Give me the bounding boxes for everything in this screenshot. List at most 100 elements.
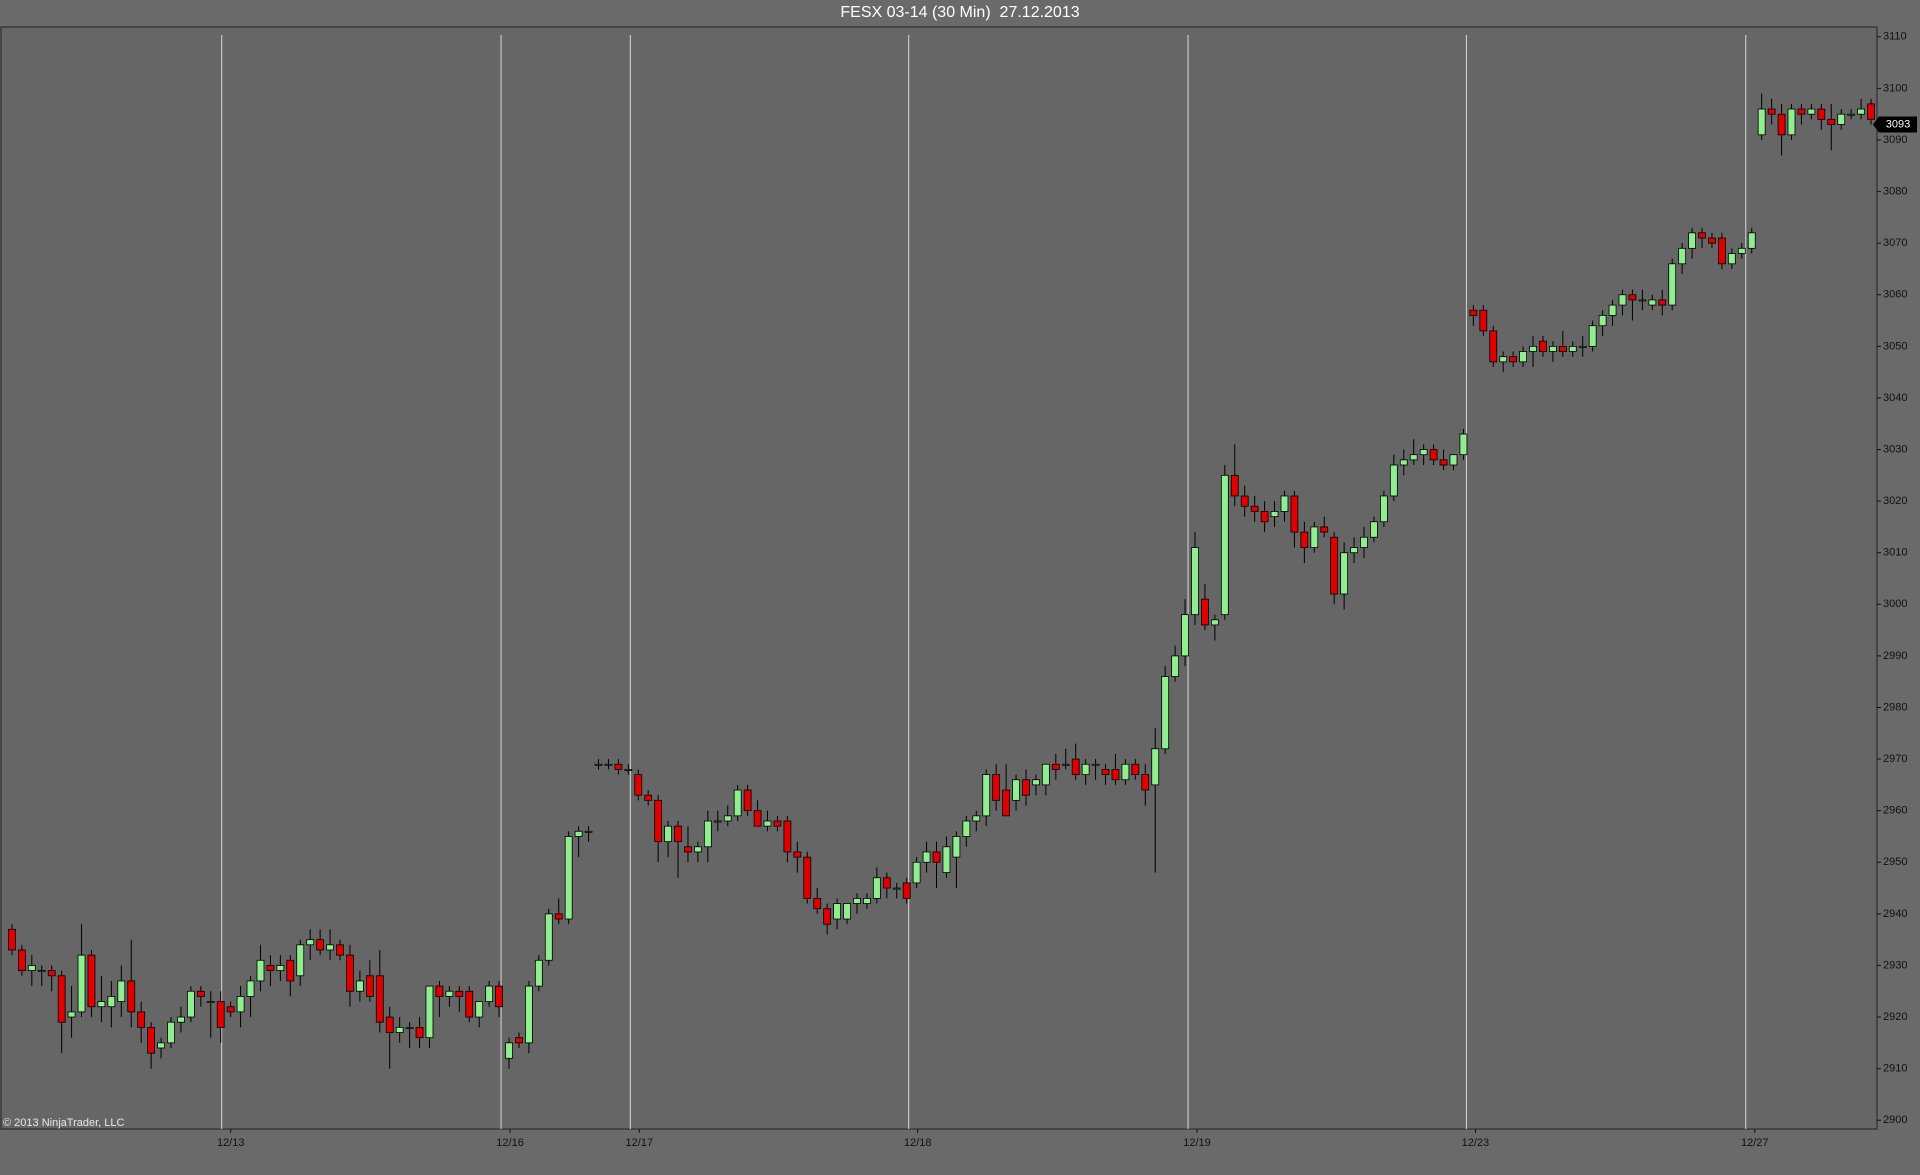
candle-body xyxy=(1807,108,1816,115)
candle-body xyxy=(564,836,573,920)
x-tick-label: 12/19 xyxy=(1183,1137,1211,1149)
candle-body xyxy=(1022,779,1030,796)
candle-body xyxy=(1787,108,1796,136)
candle-body xyxy=(1350,547,1358,554)
candle-body xyxy=(525,985,533,1044)
price-marker-arrow xyxy=(1873,116,1879,133)
y-tick-label: 3100 xyxy=(1883,82,1907,94)
candle-body xyxy=(823,908,832,925)
candle-body xyxy=(306,939,315,946)
candle-body xyxy=(395,1026,404,1033)
chart-title: FESX 03-14 (30 Min) 27.12.2013 xyxy=(840,4,1079,21)
candle-body xyxy=(1658,299,1667,306)
candle-body xyxy=(475,1001,484,1018)
candle-body xyxy=(196,990,205,997)
candle-body xyxy=(455,990,464,997)
candle-body xyxy=(117,980,126,1002)
candle-body xyxy=(1230,474,1239,497)
candle-body xyxy=(177,1016,185,1023)
candle-body xyxy=(902,882,911,899)
candle-body xyxy=(813,897,822,910)
candle-body xyxy=(1081,763,1090,775)
candle-body xyxy=(833,903,841,920)
candle-body xyxy=(544,913,553,961)
candle-body xyxy=(713,820,722,823)
candle-body xyxy=(703,820,712,848)
candle-body xyxy=(1797,108,1806,115)
candle-body xyxy=(1320,526,1329,533)
candle-body xyxy=(1628,294,1637,301)
x-tick-label: 12/16 xyxy=(496,1137,524,1149)
candle-body xyxy=(1061,763,1070,766)
candle-body xyxy=(853,897,861,904)
y-tick-label: 3050 xyxy=(1883,340,1907,352)
candle-body xyxy=(1240,495,1249,507)
candle-body xyxy=(574,830,583,837)
candle-body xyxy=(246,980,255,997)
candle-body xyxy=(326,944,334,951)
candle-body xyxy=(1111,769,1120,781)
candle-body xyxy=(843,903,851,920)
candle-body xyxy=(1867,103,1875,120)
candle-body xyxy=(882,877,891,889)
candle-body xyxy=(186,990,195,1018)
candle-body xyxy=(1708,237,1716,244)
candle-body xyxy=(1668,263,1677,306)
candle-body xyxy=(17,949,26,972)
y-tick-label: 3110 xyxy=(1883,31,1907,43)
candle-body xyxy=(97,1001,106,1008)
candle-body xyxy=(1370,521,1378,538)
y-tick-label: 3080 xyxy=(1883,185,1907,197)
candle-body xyxy=(495,985,503,1008)
candle-body xyxy=(554,913,563,920)
candle-body xyxy=(664,825,672,843)
y-tick-label: 3090 xyxy=(1883,134,1907,146)
candle-body xyxy=(1558,345,1567,352)
candle-body xyxy=(1260,511,1269,523)
candle-body xyxy=(743,789,752,812)
candle-body xyxy=(157,1042,165,1049)
y-tick-label: 2920 xyxy=(1883,1011,1907,1023)
candle-body xyxy=(435,985,444,997)
candle-body xyxy=(1817,108,1826,120)
candle-body xyxy=(863,897,871,904)
y-tick-label: 2940 xyxy=(1883,908,1907,920)
y-tick-label: 2970 xyxy=(1883,753,1907,765)
candle-body xyxy=(1002,789,1011,817)
candle-body xyxy=(1568,345,1577,352)
candle-body xyxy=(276,965,285,972)
candle-body xyxy=(206,1001,215,1003)
candle-body xyxy=(1270,511,1279,518)
candle-body xyxy=(1549,345,1557,352)
candle-body xyxy=(1539,340,1547,352)
candle-body xyxy=(515,1037,523,1044)
candle-body xyxy=(1041,763,1050,786)
candle-body xyxy=(1469,309,1478,316)
candle-body xyxy=(1012,779,1020,801)
candle-body xyxy=(1071,758,1080,775)
candle-body xyxy=(77,954,86,1013)
candle-body xyxy=(286,959,295,982)
candle-body xyxy=(365,975,374,997)
candle-body xyxy=(405,1026,414,1029)
y-tick-label: 2960 xyxy=(1883,805,1907,817)
candle-body xyxy=(1827,118,1836,125)
candle-body xyxy=(1857,108,1865,115)
candle-body xyxy=(1091,763,1100,766)
candle-body xyxy=(1399,459,1408,466)
candle-body xyxy=(1210,619,1219,626)
y-tick-label: 3070 xyxy=(1883,237,1907,249)
candle-body xyxy=(763,820,772,827)
candle-body xyxy=(1688,232,1696,249)
x-tick-label: 12/18 xyxy=(904,1137,932,1149)
candle-body xyxy=(783,820,792,853)
candle-body xyxy=(1618,294,1627,306)
candle-body xyxy=(972,815,981,822)
candle-body xyxy=(1131,763,1140,775)
candle-body xyxy=(1648,299,1657,306)
candle-body xyxy=(256,959,265,982)
price-marker xyxy=(1879,116,1917,133)
candle-body xyxy=(1449,454,1458,466)
candle-body xyxy=(1737,247,1746,254)
